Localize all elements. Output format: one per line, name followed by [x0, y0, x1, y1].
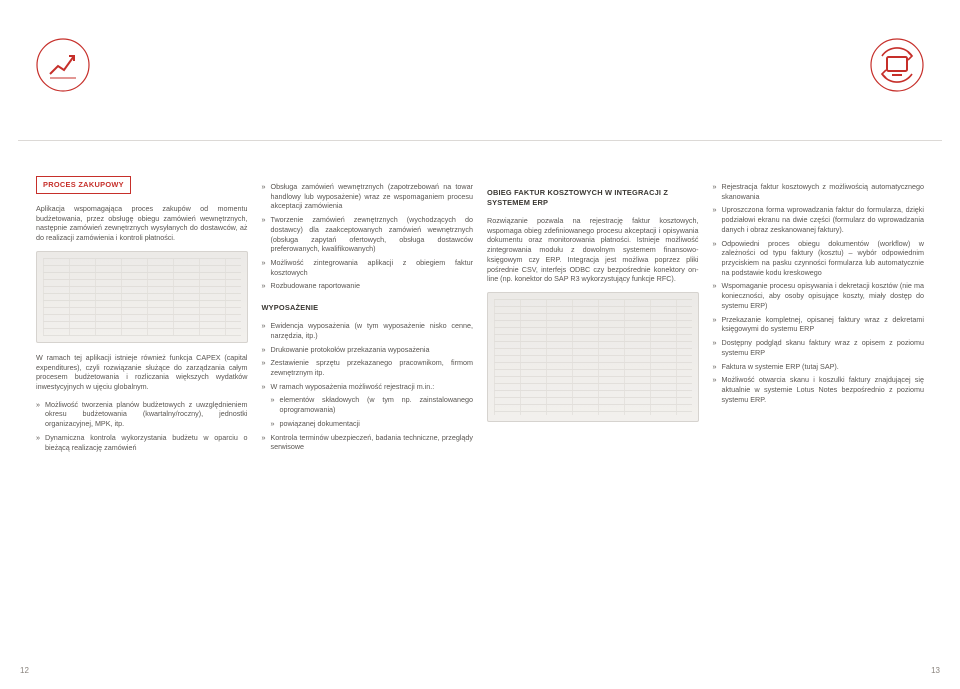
bullet: Ewidencja wyposażenia (w tym wyposażenie…	[262, 321, 474, 340]
bullet: Faktura w systemie ERP (tutaj SAP).	[713, 362, 925, 372]
bullet: Możliwość otwarcia skanu i koszulki fakt…	[713, 375, 925, 404]
column-4: Rejestracja faktur kosztowych z możliwoś…	[713, 176, 925, 456]
bullet: Odpowiedni proces obiegu dokumentów (wor…	[713, 239, 925, 278]
bullet: Przekazanie kompletnej, opisanej faktury…	[713, 315, 925, 334]
col1-bullets: Możliwość tworzenia planów budżetowych z…	[36, 400, 248, 453]
sub-bullet: powiązanej dokumentacji	[262, 419, 474, 429]
bullet: Możliwość zintegrowania aplikacji z obie…	[262, 258, 474, 277]
bullet: Dostępny podgląd skanu faktury wraz z op…	[713, 338, 925, 357]
column-2: Obsługa zamówień wewnętrznych (zapotrzeb…	[262, 176, 474, 456]
bullet: Rozbudowane raportowanie	[262, 281, 474, 291]
horizontal-rule	[18, 140, 942, 141]
bullet: Zestawienie sprzętu przekazanego pracown…	[262, 358, 474, 377]
page-columns: PROCES ZAKUPOWY Aplikacja wspomagająca p…	[36, 176, 924, 456]
bullet: Wspomaganie procesu opisywania i dekreta…	[713, 281, 925, 310]
screenshot-faktury	[487, 292, 699, 422]
section-title-proces-zakupowy: PROCES ZAKUPOWY	[36, 176, 131, 194]
bullet: Uproszczona forma wprowadzania faktur do…	[713, 205, 925, 234]
growth-chart-icon	[36, 38, 90, 97]
column-3: OBIEG FAKTUR KOSZTOWYCH W INTEGRACJI Z S…	[487, 176, 699, 456]
subhead-wyposazenie: WYPOSAŻENIE	[262, 303, 474, 313]
bullet: Drukowanie protokołów przekazania wyposa…	[262, 345, 474, 355]
column-1: PROCES ZAKUPOWY Aplikacja wspomagająca p…	[36, 176, 248, 456]
bullet: Rejestracja faktur kosztowych z możliwoś…	[713, 182, 925, 201]
col4-bullets: Rejestracja faktur kosztowych z możliwoś…	[713, 182, 925, 404]
page-number-right: 13	[931, 666, 940, 675]
sync-monitor-icon	[870, 38, 924, 97]
sub-bullet: elementów składowych (w tym np. zainstal…	[262, 395, 474, 414]
bullet: Tworzenie zamówień zewnętrznych (wychodz…	[262, 215, 474, 254]
subhead-obieg-faktur: OBIEG FAKTUR KOSZTOWYCH W INTEGRACJI Z S…	[487, 188, 699, 208]
bullet: Dynamiczna kontrola wykorzystania budżet…	[36, 433, 248, 452]
col2-bullets-top: Obsługa zamówień wewnętrznych (zapotrzeb…	[262, 182, 474, 291]
erp-paragraph: Rozwiązanie pozwala na rejestrację faktu…	[487, 216, 699, 284]
bullet: Kontrola terminów ubezpieczeń, badania t…	[262, 433, 474, 452]
col2-bullets-wyposazenie: Ewidencja wyposażenia (w tym wyposażenie…	[262, 321, 474, 452]
bullet: Możliwość tworzenia planów budżetowych z…	[36, 400, 248, 429]
bullet: Obsługa zamówień wewnętrznych (zapotrzeb…	[262, 182, 474, 211]
bullet: W ramach wyposażenia możliwość rejestrac…	[262, 382, 474, 392]
capex-paragraph: W ramach tej aplikacji istnieje również …	[36, 353, 248, 392]
page-number-left: 12	[20, 666, 29, 675]
screenshot-zakupy	[36, 251, 248, 343]
header-icon-row	[0, 38, 960, 98]
intro-paragraph: Aplikacja wspomagająca proces zakupów od…	[36, 204, 248, 243]
